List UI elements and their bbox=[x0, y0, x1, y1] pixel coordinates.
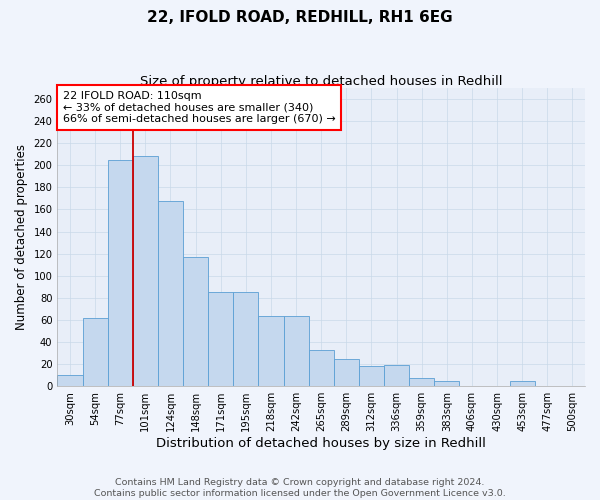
Bar bbox=[133, 156, 158, 386]
Bar bbox=[308, 350, 334, 386]
Bar bbox=[208, 292, 233, 386]
Y-axis label: Number of detached properties: Number of detached properties bbox=[15, 144, 28, 330]
Bar bbox=[359, 366, 384, 386]
Bar bbox=[107, 160, 133, 386]
Bar bbox=[183, 257, 208, 386]
Bar bbox=[58, 375, 83, 386]
Text: Contains HM Land Registry data © Crown copyright and database right 2024.
Contai: Contains HM Land Registry data © Crown c… bbox=[94, 478, 506, 498]
Bar bbox=[284, 316, 308, 386]
Bar bbox=[158, 200, 183, 386]
Bar bbox=[334, 358, 359, 386]
Bar bbox=[233, 292, 259, 386]
Text: 22 IFOLD ROAD: 110sqm
← 33% of detached houses are smaller (340)
66% of semi-det: 22 IFOLD ROAD: 110sqm ← 33% of detached … bbox=[62, 91, 335, 124]
Bar bbox=[259, 316, 284, 386]
Text: 22, IFOLD ROAD, REDHILL, RH1 6EG: 22, IFOLD ROAD, REDHILL, RH1 6EG bbox=[147, 10, 453, 25]
Title: Size of property relative to detached houses in Redhill: Size of property relative to detached ho… bbox=[140, 75, 502, 88]
Bar bbox=[434, 380, 460, 386]
Bar bbox=[384, 365, 409, 386]
X-axis label: Distribution of detached houses by size in Redhill: Distribution of detached houses by size … bbox=[156, 437, 486, 450]
Bar bbox=[83, 318, 107, 386]
Bar bbox=[509, 380, 535, 386]
Bar bbox=[409, 378, 434, 386]
